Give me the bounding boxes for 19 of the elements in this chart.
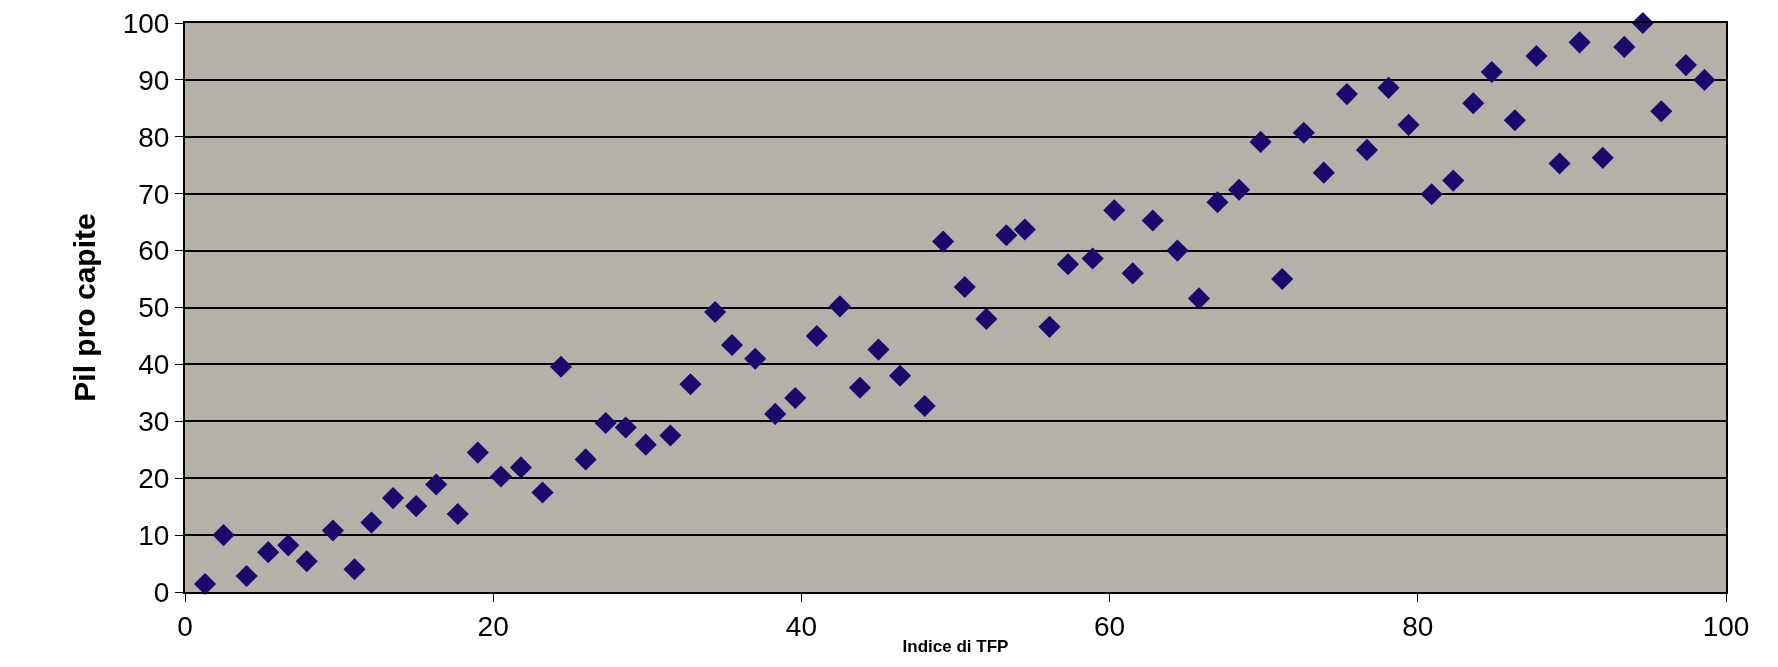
y-tick-label: 60 [138, 235, 170, 267]
y-tick-label: 80 [138, 121, 170, 153]
x-axis-title: Indice di TFP [902, 637, 1009, 657]
x-tick-label: 0 [177, 610, 193, 642]
x-tick-label: 20 [477, 610, 509, 642]
y-axis-title: Pil pro capite [68, 213, 102, 402]
y-tick-label: 0 [153, 576, 170, 608]
x-tick-label: 40 [785, 610, 817, 642]
y-tick-label: 20 [138, 463, 170, 494]
y-tick-label: 90 [138, 64, 170, 96]
x-tick-label: 60 [1094, 610, 1126, 642]
y-tick-label: 100 [122, 7, 170, 39]
y-tick-label: 50 [138, 292, 170, 324]
y-tick-label: 30 [138, 406, 170, 438]
x-tick-label: 100 [1702, 610, 1750, 642]
y-tick-label: 70 [138, 178, 170, 210]
x-tick-label: 80 [1402, 610, 1434, 642]
y-tick-label: 40 [138, 349, 170, 381]
y-tick-label: 10 [138, 519, 170, 551]
